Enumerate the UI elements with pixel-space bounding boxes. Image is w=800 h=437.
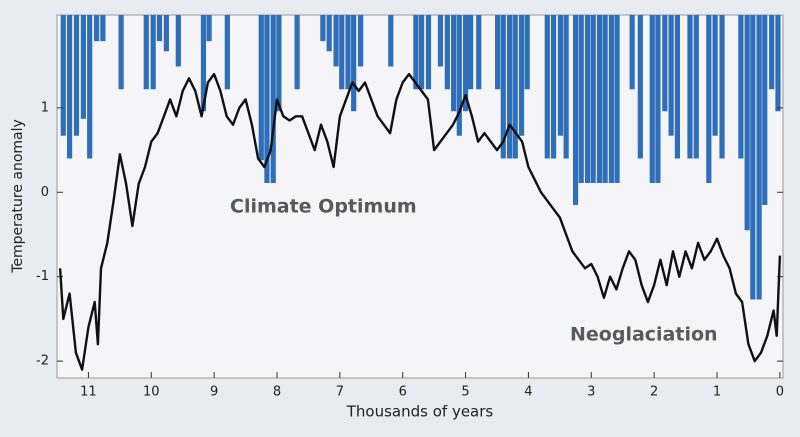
bar bbox=[66, 15, 73, 159]
bar bbox=[578, 15, 584, 183]
bar bbox=[200, 15, 207, 112]
bar bbox=[563, 15, 569, 159]
bar bbox=[224, 15, 230, 90]
x-tick-label: 6 bbox=[399, 385, 407, 400]
bar bbox=[476, 15, 482, 90]
bar bbox=[333, 15, 339, 67]
bar bbox=[339, 15, 345, 90]
bar bbox=[444, 15, 450, 90]
bar bbox=[706, 15, 712, 183]
bar bbox=[351, 15, 357, 112]
bar bbox=[418, 15, 425, 90]
bar bbox=[118, 15, 124, 90]
x-tick-label: 5 bbox=[461, 385, 469, 400]
bar bbox=[456, 15, 462, 136]
bar bbox=[750, 15, 756, 300]
annotation: Climate Optimum bbox=[230, 196, 417, 218]
bar bbox=[175, 15, 181, 67]
bar bbox=[156, 15, 163, 42]
bar bbox=[769, 15, 775, 90]
bar bbox=[358, 15, 364, 67]
y-tick-label: 0 bbox=[41, 185, 49, 200]
bar bbox=[506, 15, 513, 159]
x-tick-label: 10 bbox=[143, 385, 160, 400]
x-tick-label: 11 bbox=[80, 385, 97, 400]
x-tick-label: 8 bbox=[273, 385, 281, 400]
bar bbox=[693, 15, 699, 159]
bar bbox=[662, 15, 668, 112]
bar bbox=[596, 15, 603, 183]
bar bbox=[326, 15, 332, 52]
annotation: Neoglaciation bbox=[570, 324, 718, 346]
bar bbox=[557, 15, 564, 136]
bar bbox=[614, 15, 620, 183]
x-axis-label: Thousands of years bbox=[346, 403, 494, 421]
bar bbox=[512, 15, 518, 159]
bar bbox=[602, 15, 608, 183]
x-tick-label: 0 bbox=[776, 385, 784, 400]
bar bbox=[738, 15, 744, 159]
bar bbox=[712, 15, 718, 136]
bar bbox=[320, 15, 326, 42]
bar bbox=[388, 15, 394, 67]
x-tick-label: 4 bbox=[524, 385, 532, 400]
y-tick-label: -1 bbox=[36, 269, 49, 284]
bar bbox=[206, 15, 212, 42]
bar bbox=[649, 15, 655, 183]
bar bbox=[655, 15, 661, 183]
bar bbox=[637, 15, 643, 159]
y-tick-label: 1 bbox=[41, 100, 49, 115]
temperature-line bbox=[58, 72, 782, 371]
x-tick-label: 7 bbox=[336, 385, 344, 400]
bar bbox=[687, 15, 693, 159]
x-tick-label: 3 bbox=[587, 385, 595, 400]
bar bbox=[264, 15, 270, 183]
bar bbox=[756, 15, 762, 300]
bar bbox=[762, 15, 768, 205]
bar bbox=[451, 15, 457, 112]
bar bbox=[425, 15, 432, 90]
bar bbox=[100, 15, 106, 42]
bar bbox=[276, 15, 282, 112]
bar bbox=[345, 15, 351, 90]
bar bbox=[590, 15, 596, 183]
bar bbox=[143, 15, 149, 90]
bar bbox=[544, 15, 550, 159]
x-tick-label: 1 bbox=[713, 385, 721, 400]
bar bbox=[674, 15, 680, 159]
bar bbox=[258, 15, 264, 161]
bar bbox=[413, 15, 419, 90]
y-tick-label: -2 bbox=[36, 354, 49, 369]
bar bbox=[73, 15, 80, 136]
bar bbox=[668, 15, 674, 136]
bar bbox=[719, 15, 725, 159]
bar bbox=[270, 15, 276, 183]
bar bbox=[550, 15, 557, 159]
bar bbox=[495, 15, 501, 90]
bar bbox=[87, 15, 93, 159]
bar bbox=[462, 15, 469, 112]
bar bbox=[468, 15, 474, 90]
bar bbox=[437, 15, 444, 67]
bar bbox=[608, 15, 614, 183]
bar bbox=[775, 15, 781, 112]
bar bbox=[524, 15, 530, 90]
bar bbox=[150, 15, 156, 90]
bar bbox=[60, 15, 66, 136]
bar bbox=[744, 15, 750, 231]
bar bbox=[80, 15, 86, 119]
bar bbox=[518, 15, 525, 136]
bar bbox=[294, 15, 300, 90]
x-tick-label: 9 bbox=[210, 385, 218, 400]
bar bbox=[629, 15, 635, 90]
bar bbox=[572, 15, 579, 205]
bar bbox=[584, 15, 591, 183]
bar bbox=[94, 15, 100, 42]
bar bbox=[500, 15, 506, 159]
x-tick-label: 2 bbox=[650, 385, 658, 400]
y-axis-label: Temperature anomaly bbox=[10, 119, 26, 274]
bar bbox=[163, 15, 169, 52]
